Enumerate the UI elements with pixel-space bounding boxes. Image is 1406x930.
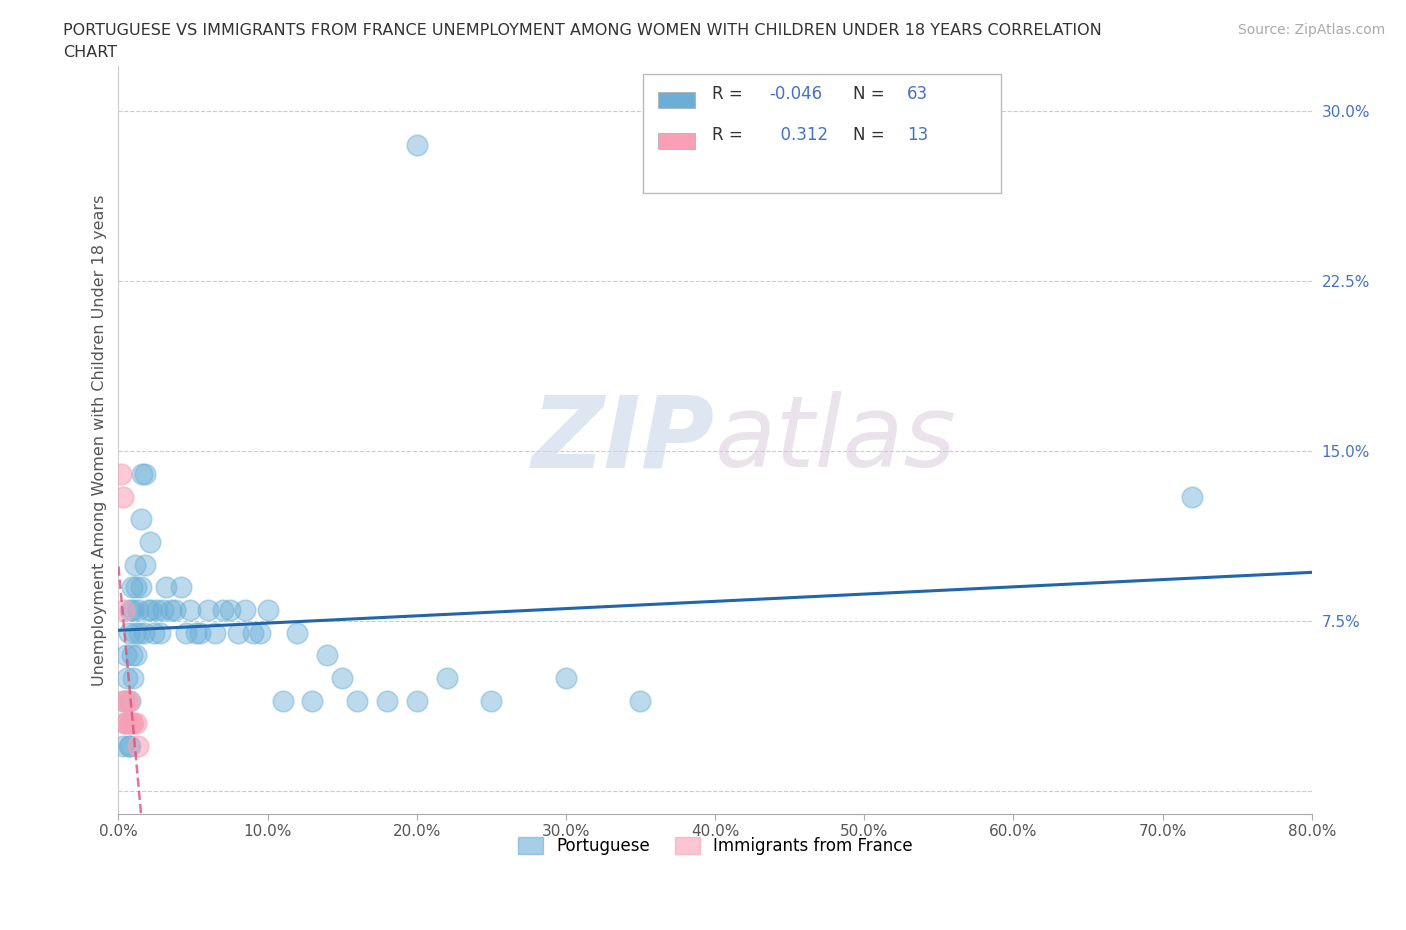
Point xyxy=(141,603,163,618)
Point xyxy=(152,603,174,618)
Point xyxy=(184,625,207,640)
Point xyxy=(134,557,156,572)
Point xyxy=(120,738,142,753)
Point xyxy=(242,625,264,640)
Point xyxy=(249,625,271,640)
Point xyxy=(190,625,212,640)
Point xyxy=(155,579,177,594)
Text: 63: 63 xyxy=(907,85,928,103)
Point xyxy=(197,603,219,618)
Point xyxy=(112,693,135,708)
Point xyxy=(346,693,368,708)
Point xyxy=(179,603,201,618)
Legend: Portuguese, Immigrants from France: Portuguese, Immigrants from France xyxy=(510,830,920,861)
FancyBboxPatch shape xyxy=(658,133,695,149)
Point xyxy=(118,738,141,753)
Point xyxy=(134,467,156,482)
Text: 13: 13 xyxy=(907,126,928,144)
Point xyxy=(256,603,278,618)
Point xyxy=(121,648,143,663)
Text: N =: N = xyxy=(853,85,890,103)
Point xyxy=(118,625,141,640)
Text: -0.046: -0.046 xyxy=(769,85,823,103)
Point xyxy=(226,625,249,640)
Point xyxy=(111,489,134,504)
Point xyxy=(479,693,502,708)
Point xyxy=(405,693,427,708)
Point xyxy=(554,671,576,685)
Text: CHART: CHART xyxy=(63,45,117,60)
Point xyxy=(115,716,138,731)
Point xyxy=(436,671,458,685)
Point xyxy=(125,716,148,731)
Point xyxy=(233,603,256,618)
Point xyxy=(159,603,181,618)
Point xyxy=(117,671,139,685)
Point xyxy=(375,693,398,708)
Point xyxy=(165,603,187,618)
Point xyxy=(112,603,135,618)
Point xyxy=(121,579,143,594)
Point xyxy=(405,138,427,153)
Point xyxy=(174,625,197,640)
Point xyxy=(129,579,152,594)
FancyBboxPatch shape xyxy=(644,73,1001,193)
Point xyxy=(330,671,353,685)
Text: Source: ZipAtlas.com: Source: ZipAtlas.com xyxy=(1237,23,1385,37)
Text: PORTUGUESE VS IMMIGRANTS FROM FRANCE UNEMPLOYMENT AMONG WOMEN WITH CHILDREN UNDE: PORTUGUESE VS IMMIGRANTS FROM FRANCE UNE… xyxy=(63,23,1102,38)
Point xyxy=(127,738,149,753)
Point xyxy=(132,625,155,640)
FancyBboxPatch shape xyxy=(658,91,695,108)
Point xyxy=(122,716,145,731)
Text: N =: N = xyxy=(853,126,890,144)
Point xyxy=(122,603,145,618)
Point xyxy=(136,603,159,618)
Point xyxy=(118,693,141,708)
Point xyxy=(271,693,294,708)
Text: R =: R = xyxy=(713,126,748,144)
Point xyxy=(111,693,134,708)
Point xyxy=(121,716,143,731)
Point xyxy=(131,467,153,482)
Point xyxy=(129,512,152,526)
Point xyxy=(112,716,135,731)
Point xyxy=(301,693,323,708)
Point xyxy=(124,557,146,572)
Point xyxy=(125,648,148,663)
Point xyxy=(287,625,309,640)
Y-axis label: Unemployment Among Women with Children Under 18 years: Unemployment Among Women with Children U… xyxy=(93,194,107,685)
Point xyxy=(120,716,142,731)
Point xyxy=(1181,489,1204,504)
Text: 0.312: 0.312 xyxy=(769,126,828,144)
Point xyxy=(120,693,142,708)
Point xyxy=(125,579,148,594)
Point xyxy=(630,693,652,708)
Point xyxy=(111,738,134,753)
Text: ZIP: ZIP xyxy=(531,392,716,488)
Point xyxy=(204,625,226,640)
Text: R =: R = xyxy=(713,85,748,103)
Point xyxy=(127,603,149,618)
Point xyxy=(128,625,150,640)
Point xyxy=(211,603,233,618)
Point xyxy=(139,535,162,550)
Point xyxy=(117,693,139,708)
Point xyxy=(110,467,132,482)
Point xyxy=(124,625,146,640)
Point xyxy=(120,603,142,618)
Text: atlas: atlas xyxy=(716,392,956,488)
Point xyxy=(149,625,172,640)
Point xyxy=(122,671,145,685)
Point xyxy=(115,716,138,731)
Point xyxy=(219,603,242,618)
Point xyxy=(146,603,169,618)
Point xyxy=(143,625,166,640)
Point xyxy=(115,648,138,663)
Point xyxy=(170,579,193,594)
Point xyxy=(316,648,339,663)
